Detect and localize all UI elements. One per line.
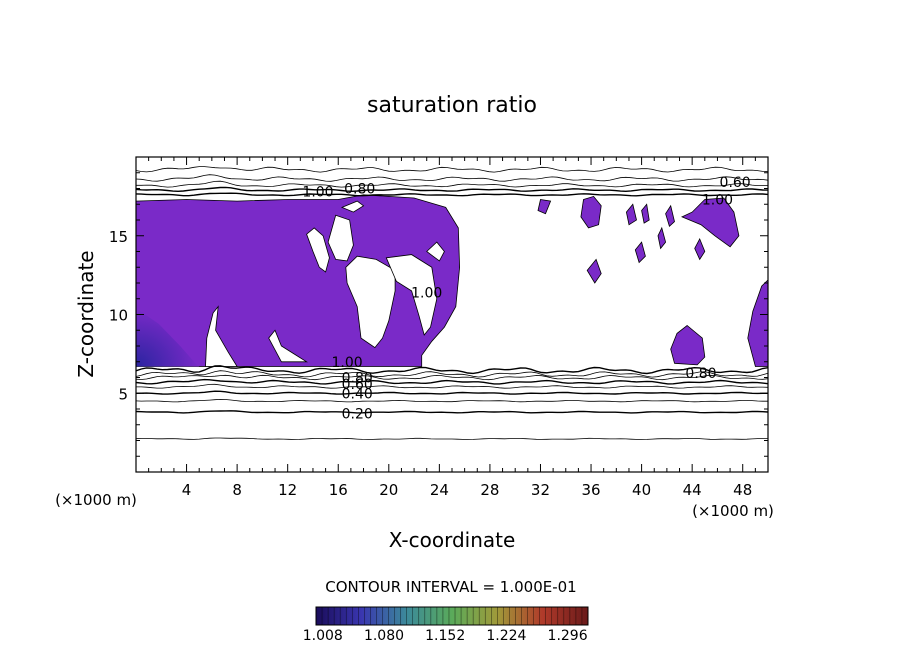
colorbar: 1.008 1.080 1.152 1.224 1.296 — [303, 606, 589, 644]
y-tick-label: 5 — [118, 385, 128, 403]
cloud-patch-7 — [634, 241, 646, 264]
colorbar-tick-label: 1.080 — [364, 628, 404, 644]
contour-line — [135, 174, 769, 182]
contour-line — [135, 166, 769, 173]
cloud-patch-2 — [681, 197, 740, 248]
contour-line — [136, 383, 769, 389]
x-tick-label: 16 — [329, 481, 348, 499]
contour-label-9: 0.60 — [720, 175, 751, 191]
contour-line — [135, 186, 769, 193]
cloud-patch-8 — [586, 258, 602, 284]
x-tick-label: 12 — [278, 481, 297, 499]
contour-line — [135, 370, 769, 378]
contour-labels: 0.200.400.600.801.000.801.001.00 0.80 0.60… — [302, 175, 750, 423]
clear-hole-1 — [268, 329, 308, 363]
cloud-patch-4 — [537, 199, 552, 215]
cloud-patch-9 — [665, 204, 675, 228]
x-axis-label: X-coordinate — [389, 528, 516, 552]
x-unit-right: (×1000 m) — [692, 502, 774, 520]
x-tick-label: 48 — [733, 481, 752, 499]
contour-label-6: 1.00 — [411, 285, 442, 301]
contour-line — [135, 437, 768, 440]
supersaturation-fill — [135, 194, 769, 367]
contour-label-0: 0.20 — [342, 407, 373, 423]
y-tick-label: 15 — [109, 228, 128, 246]
clear-hole-7 — [340, 200, 365, 213]
x-unit-left: (×1000 m) — [55, 491, 137, 509]
contour-label-1: 0.40 — [342, 386, 373, 402]
x-tick-label: 24 — [430, 481, 449, 499]
colorbar-tick-label: 1.296 — [548, 628, 588, 644]
x-tick-label: 32 — [531, 481, 550, 499]
clear-hole-4 — [345, 255, 396, 349]
contour-interval-text: CONTOUR INTERVAL = 1.000E-01 — [325, 578, 576, 596]
contour-line — [135, 378, 769, 385]
contour-line — [136, 180, 769, 188]
contour-line — [135, 192, 769, 197]
cloud-patch-10 — [657, 226, 667, 250]
contour-label-8: 0.80 — [344, 182, 375, 198]
x-tick-label: 40 — [632, 481, 651, 499]
contour-label-3: 0.80 — [342, 371, 373, 387]
contour-line — [135, 374, 769, 381]
contour-line — [135, 365, 769, 375]
y-tick-label: 10 — [109, 307, 128, 325]
contour-line — [135, 398, 768, 403]
clear-hole-2 — [306, 227, 330, 273]
contour-label-2: 0.60 — [342, 377, 373, 393]
cloud-patch-11 — [694, 237, 706, 261]
cloud-patch-6 — [641, 203, 650, 224]
colorbar-ramp — [315, 606, 589, 626]
colorbar-tick-label: 1.152 — [425, 628, 465, 644]
clear-hole-0 — [205, 305, 238, 367]
x-tick-label: 28 — [480, 481, 499, 499]
colorbar-tick-label: 1.224 — [486, 628, 526, 644]
contour-label-10: 1.00 — [702, 193, 733, 209]
clear-hole-3 — [327, 214, 354, 262]
chart-title: saturation ratio — [367, 93, 537, 118]
x-tick-label: 4 — [182, 481, 192, 499]
cloud-patch-3 — [580, 195, 602, 229]
x-tick-label: 8 — [232, 481, 242, 499]
contour-label-7: 1.00 — [302, 185, 333, 201]
contour-lines — [135, 166, 769, 440]
cloud-patch-5 — [625, 203, 637, 226]
contour-label-5: 0.80 — [685, 366, 716, 382]
x-axis-ticks: 4 8 12 16 20 24 28 32 36 40 44 48 — [148, 157, 756, 499]
clear-hole-5 — [385, 254, 438, 336]
colorbar-tick-label: 1.008 — [303, 628, 343, 644]
x-tick-label: 20 — [379, 481, 398, 499]
contour-label-4: 1.00 — [332, 355, 363, 371]
x-tick-label: 36 — [581, 481, 600, 499]
cloud-core-dark — [136, 308, 200, 367]
plot-area: 0.200.400.600.801.000.801.001.00 0.80 0.60… — [109, 156, 769, 499]
clear-hole-6 — [426, 241, 445, 262]
x-tick-label: 44 — [683, 481, 702, 499]
y-axis-label: Z-coordinate — [74, 250, 98, 377]
contour-line — [135, 390, 768, 395]
contour-line — [135, 410, 769, 414]
cloud-patch-1 — [670, 324, 706, 366]
y-axis-ticks: 5 10 15 — [109, 172, 768, 457]
